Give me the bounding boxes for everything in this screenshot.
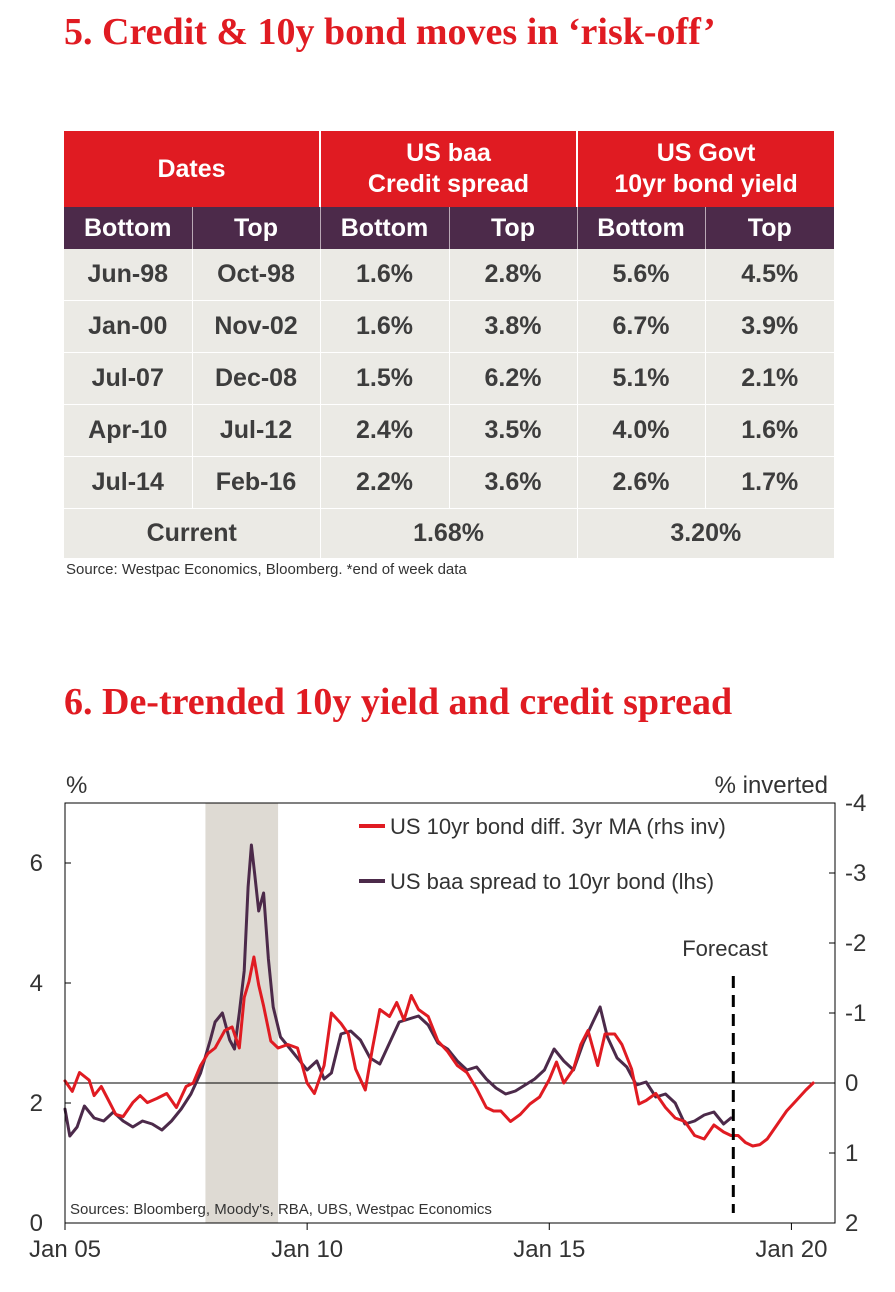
- x-tick-label: Jan 20: [755, 1236, 827, 1263]
- table-cell: 5.6%: [577, 249, 706, 301]
- table-cell: Nov-02: [192, 300, 321, 353]
- right-tick-label: 2: [845, 1210, 858, 1237]
- table-cell: 4.0%: [577, 404, 706, 457]
- left-tick-label: 4: [30, 970, 43, 997]
- table-cell: Jan-00: [64, 300, 193, 353]
- subheader-govt-bottom: Bottom: [577, 207, 706, 249]
- table-cell: 3.6%: [449, 456, 578, 509]
- current-govt: 3.20%: [577, 508, 835, 559]
- legend-red-label: US 10yr bond diff. 3yr MA (rhs inv): [390, 814, 726, 839]
- subheader-spread-top: Top: [449, 207, 578, 249]
- section6-title: 6. De-trended 10y yield and credit sprea…: [64, 681, 733, 723]
- left-axis-unit: %: [66, 772, 87, 799]
- table-cell: 6.2%: [449, 352, 578, 405]
- subheader-govt-top: Top: [705, 207, 835, 249]
- current-spread: 1.68%: [320, 508, 578, 559]
- table-cell: Dec-08: [192, 352, 321, 405]
- left-tick-label: 6: [30, 850, 43, 877]
- table-row: Jul-14 Feb-16 2.2% 3.6% 2.6% 1.7%: [64, 456, 835, 509]
- table-row: Jul-07 Dec-08 1.5% 6.2% 5.1% 2.1%: [64, 352, 835, 405]
- right-tick-label: 0: [845, 1070, 858, 1097]
- table-cell: 2.1%: [705, 352, 835, 405]
- risk-off-table: Dates US baa Credit spread US Govt 10yr bo…: [64, 131, 835, 559]
- right-axis-unit: % inverted: [715, 772, 828, 799]
- subheader-dates-bottom: Bottom: [64, 207, 193, 249]
- x-tick-label: Jan 15: [513, 1236, 585, 1263]
- table-cell: 2.2%: [320, 456, 450, 509]
- section5-title: 5. Credit & 10y bond moves in ‘risk-off’: [64, 11, 716, 53]
- table-row: Jan-00 Nov-02 1.6% 3.8% 6.7% 3.9%: [64, 300, 835, 353]
- legend-purple-label: US baa spread to 10yr bond (lhs): [390, 869, 714, 894]
- chart-sources: Sources: Bloomberg, Moody's, RBA, UBS, W…: [70, 1201, 492, 1218]
- subheader-dates-top: Top: [192, 207, 321, 249]
- table-cell: Oct-98: [192, 249, 321, 301]
- current-row: Current 1.68% 3.20%: [64, 508, 835, 559]
- table-cell: Jul-12: [192, 404, 321, 457]
- current-label: Current: [64, 508, 321, 559]
- table-cell: Feb-16: [192, 456, 321, 509]
- table-cell: 1.7%: [705, 456, 835, 509]
- right-tick-label: -1: [845, 1000, 866, 1027]
- left-tick-label: 0: [30, 1210, 43, 1237]
- x-tick-label: Jan 05: [29, 1236, 101, 1263]
- table-cell: 1.6%: [705, 404, 835, 457]
- table-cell: Apr-10: [64, 404, 193, 457]
- table-cell: 2.8%: [449, 249, 578, 301]
- table-cell: 5.1%: [577, 352, 706, 405]
- table-cell: Jun-98: [64, 249, 193, 301]
- table-cell: 3.8%: [449, 300, 578, 353]
- forecast-label: Forecast: [682, 936, 768, 961]
- table-cell: 2.6%: [577, 456, 706, 509]
- right-tick-label: -2: [845, 930, 866, 957]
- right-tick-label: -4: [845, 790, 866, 817]
- left-tick-label: 2: [30, 1090, 43, 1117]
- table-source-note: Source: Westpac Economics, Bloomberg. *e…: [66, 561, 467, 578]
- table-cell: 1.6%: [320, 300, 450, 353]
- table-cell: 3.5%: [449, 404, 578, 457]
- table-cell: 1.6%: [320, 249, 450, 301]
- table-cell: 3.9%: [705, 300, 835, 353]
- govt-yield-header: US Govt 10yr bond yield: [577, 131, 835, 207]
- table-row: Apr-10 Jul-12 2.4% 3.5% 4.0% 1.6%: [64, 404, 835, 457]
- right-tick-label: -3: [845, 860, 866, 887]
- table-cell: 2.4%: [320, 404, 450, 457]
- subheader-spread-bottom: Bottom: [320, 207, 450, 249]
- x-tick-label: Jan 10: [271, 1236, 343, 1263]
- table-row: Jun-98 Oct-98 1.6% 2.8% 5.6% 4.5%: [64, 249, 835, 301]
- series-line-purple: [63, 843, 733, 1138]
- plot-frame: [64, 802, 836, 1224]
- table-cell: Jul-14: [64, 456, 193, 509]
- series-line-red: [63, 955, 815, 1148]
- dates-header: Dates: [64, 131, 321, 207]
- table-cell: 1.5%: [320, 352, 450, 405]
- credit-spread-header: US baa Credit spread: [320, 131, 579, 207]
- table-cell: 4.5%: [705, 249, 835, 301]
- table-cell: Jul-07: [64, 352, 193, 405]
- right-tick-label: 1: [845, 1140, 858, 1167]
- table-cell: 6.7%: [577, 300, 706, 353]
